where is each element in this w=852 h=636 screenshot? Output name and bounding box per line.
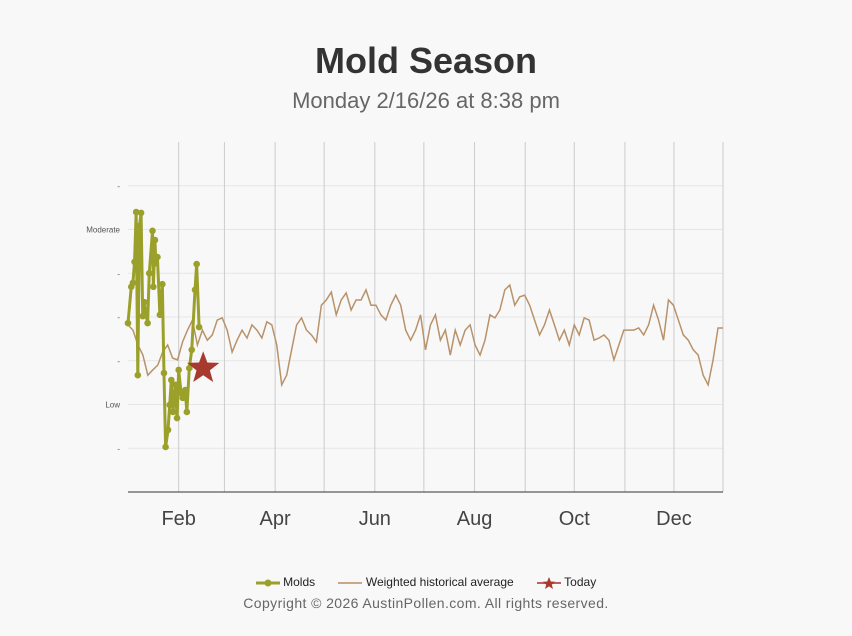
- molds-point: [173, 414, 181, 422]
- molds-point: [131, 258, 138, 266]
- legend-molds[interactable]: Molds: [255, 575, 316, 589]
- molds-point: [137, 209, 145, 217]
- molds-point: [175, 366, 182, 374]
- x-tick-label: Oct: [559, 508, 591, 530]
- molds-point: [195, 323, 203, 331]
- legend-average-label: Weighted historical average: [365, 575, 514, 589]
- molds-point: [132, 208, 140, 216]
- y-tick-label: -: [117, 357, 120, 366]
- x-tick-label: Dec: [656, 508, 692, 530]
- y-tick-label: Low: [105, 401, 120, 410]
- molds-point: [141, 298, 148, 306]
- molds-point: [162, 443, 169, 451]
- x-tick-label: Apr: [260, 508, 291, 530]
- molds-point: [164, 426, 172, 434]
- molds-point: [185, 364, 193, 372]
- molds-point: [179, 394, 187, 402]
- chart-title: Mold Season: [314, 40, 538, 81]
- molds-point: [124, 319, 132, 327]
- copyright: Copyright © 2026 AustinPollen.com. All r…: [243, 595, 609, 611]
- molds-point: [144, 319, 151, 327]
- molds-point: [193, 260, 200, 268]
- y-tick-label: -: [117, 269, 120, 278]
- x-tick-label: Feb: [161, 508, 195, 530]
- molds-point: [142, 311, 150, 319]
- molds-point: [134, 371, 142, 379]
- legend-molds-label: Molds: [283, 575, 316, 589]
- average-line: [127, 283, 723, 388]
- molds-point: [191, 286, 199, 294]
- x-tick-label: Aug: [457, 508, 493, 530]
- molds-point: [150, 283, 157, 291]
- y-tick-label: -: [117, 444, 120, 453]
- molds-point: [152, 259, 160, 267]
- molds-point: [145, 269, 153, 277]
- legend: Molds Weighted historical average Today: [0, 575, 852, 589]
- y-tick-label: Moderate: [86, 226, 120, 235]
- molds-point: [149, 227, 156, 235]
- legend-today[interactable]: Today: [537, 575, 596, 589]
- molds-point: [151, 236, 159, 244]
- molds-point: [169, 408, 177, 416]
- molds-point: [166, 401, 173, 409]
- molds-point: [136, 222, 143, 230]
- chart-subtitle: Monday 2/16/26 at 8:38 pm: [292, 88, 560, 113]
- molds-point: [129, 279, 137, 287]
- legend-today-label: Today: [564, 575, 597, 589]
- molds-point: [181, 386, 189, 394]
- y-tick-label: -: [117, 182, 120, 191]
- molds-point: [160, 369, 168, 377]
- molds-point: [188, 346, 196, 354]
- x-tick-label: Jun: [359, 508, 391, 530]
- molds-point: [168, 376, 175, 384]
- today-star-marker: [187, 351, 220, 382]
- y-tick-label: -: [117, 313, 120, 322]
- molds-point: [172, 381, 179, 389]
- molds-point: [159, 280, 166, 288]
- molds-point: [154, 253, 161, 261]
- legend-average[interactable]: Weighted historical average: [338, 575, 514, 589]
- molds-point: [156, 311, 164, 319]
- molds-point: [183, 408, 191, 416]
